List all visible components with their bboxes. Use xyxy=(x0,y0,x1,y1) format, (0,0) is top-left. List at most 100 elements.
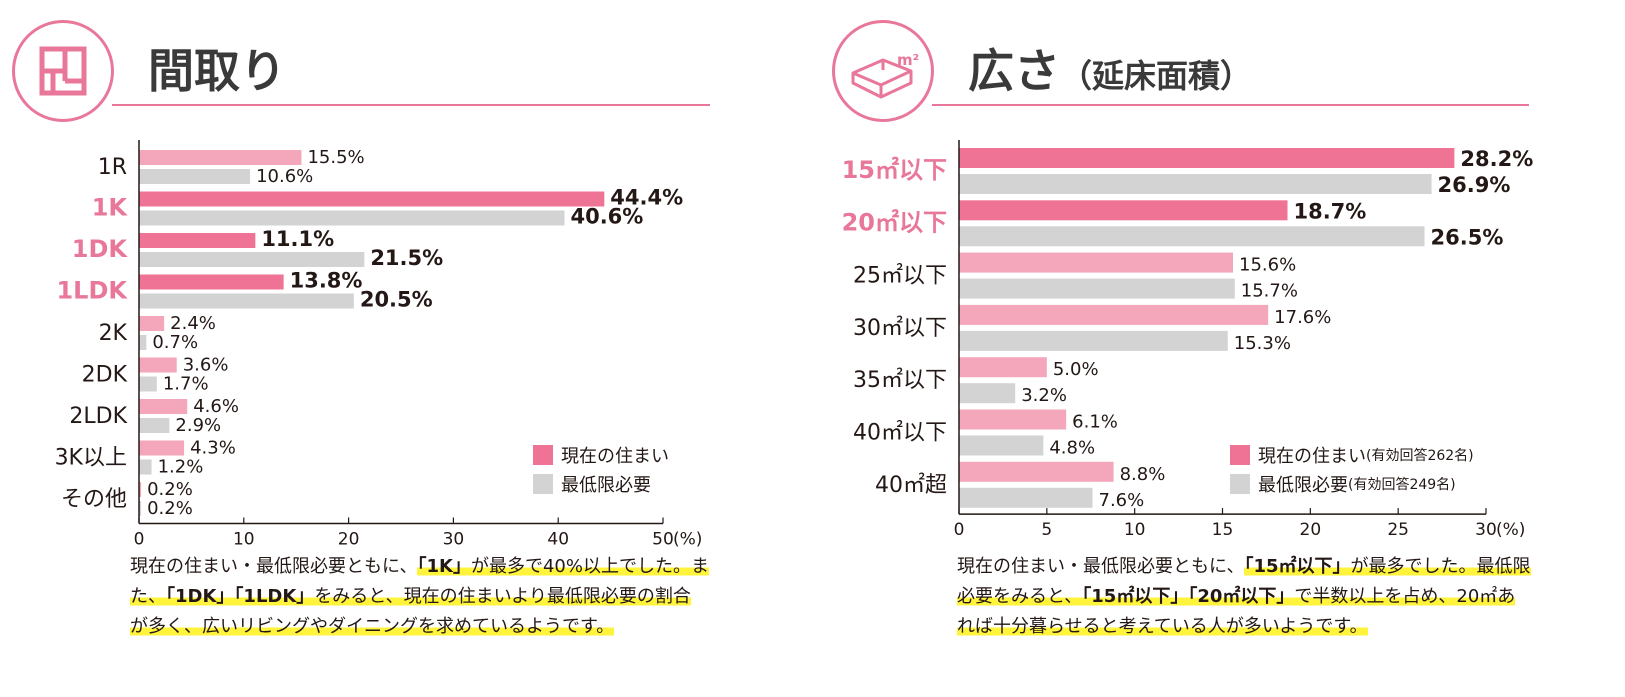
value-label: 18.7% xyxy=(1293,199,1366,223)
caption-segment: れば十分暮らせると考えている人が多いようです。 xyxy=(957,616,1368,637)
value-label: 26.9% xyxy=(1438,173,1511,197)
category-label: 1LDK xyxy=(56,277,128,305)
caption-line: 必要をみると、「15㎡以下」「20㎡以下」で半数以上を占め、20㎡あ xyxy=(957,582,1531,612)
bar-minimum xyxy=(959,435,1044,456)
value-label: 1.2% xyxy=(158,457,204,478)
caption-segment: をみると、現在の住まいより最低限必要の割合 xyxy=(314,586,691,607)
caption-segment: 必要をみると、 xyxy=(957,586,1083,607)
value-label: 1.7% xyxy=(163,374,209,395)
bar-minimum xyxy=(139,418,170,433)
caption-text: 現在の住まい・最低限必要ともに、「1K」が最多で40%以上でした。ま た、「1DK… xyxy=(130,552,709,642)
category-label: 2DK xyxy=(82,363,128,388)
caption-line: 現在の住まい・最低限必要ともに、「15㎡以下」が最多でした。最低限 xyxy=(957,552,1531,582)
caption-emphasis: 「1K」 xyxy=(417,556,471,577)
x-tick-label: 20 xyxy=(1300,520,1322,540)
bar-minimum xyxy=(139,501,142,516)
floor-plan-icon xyxy=(12,20,114,122)
bar-minimum xyxy=(139,293,354,309)
bar-minimum xyxy=(959,226,1425,247)
bar-minimum xyxy=(139,376,157,392)
caption-line: が多く、広いリビングやダイニングを求めているようです。 xyxy=(130,612,709,642)
value-label: 2.4% xyxy=(170,313,216,334)
legend-label-current: 現在の住まい xyxy=(561,445,669,467)
value-label: 15.5% xyxy=(307,147,364,168)
x-tick-label: 50 xyxy=(652,530,674,550)
title-subtitle: （延床面積） xyxy=(1060,57,1253,95)
caption-segment: で半数以上を占め、20㎡あ xyxy=(1294,586,1516,607)
value-label: 15.7% xyxy=(1241,281,1298,302)
bar-current xyxy=(139,191,605,207)
bar-current xyxy=(139,399,188,414)
legend-label-current: 現在の住まい xyxy=(1258,445,1366,467)
title-main: 広さ xyxy=(968,44,1060,98)
bar-current xyxy=(139,316,165,331)
legend-swatch-current xyxy=(533,444,553,465)
legend-note-minimum: (有効回答249名) xyxy=(1348,476,1456,493)
x-tick-label: 10 xyxy=(233,530,255,550)
value-label: 3.2% xyxy=(1021,385,1067,406)
caption-segment: 現在の住まい・最低限必要ともに、 xyxy=(957,556,1245,577)
category-label: 1DK xyxy=(72,235,129,263)
bar-current xyxy=(139,150,302,165)
legend-label-minimum: 最低限必要 xyxy=(1258,474,1348,496)
value-label: 15.6% xyxy=(1239,255,1296,276)
category-label: 30㎡以下 xyxy=(853,315,947,341)
value-label: 7.6% xyxy=(1099,490,1145,511)
layout-panel: 間取り 1R 15.5% 10.6% 1K 44.4% 40.6% 1DK 11.1% 21.5… xyxy=(0,0,760,697)
bar-current xyxy=(959,304,1269,325)
caption-line: 現在の住まい・最低限必要ともに、「1K」が最多で40%以上でした。ま xyxy=(130,552,709,582)
x-tick-label: 30 xyxy=(1475,520,1497,540)
area-unit-label: m² xyxy=(897,51,919,69)
value-label: 0.2% xyxy=(147,479,193,500)
value-label: 4.6% xyxy=(193,396,239,417)
value-label: 21.5% xyxy=(370,246,443,270)
caption-text: 現在の住まい・最低限必要ともに、「15㎡以下」が最多でした。最低限 必要をみると、… xyxy=(957,552,1531,642)
value-label: 6.1% xyxy=(1072,412,1118,433)
category-label: 40㎡超 xyxy=(875,472,947,498)
value-label: 10.6% xyxy=(256,166,313,187)
legend-item-minimum: 最低限必要 (有効回答249名) xyxy=(1230,469,1474,498)
value-label: 40.6% xyxy=(570,205,643,229)
caption-segment: が多く、広いリビングやダイニングを求めているようです。 xyxy=(130,616,615,637)
area-m2-icon: m² xyxy=(832,20,934,122)
bar-minimum xyxy=(959,383,1016,404)
legend-item-minimum: 最低限必要 xyxy=(533,469,669,498)
value-label: 4.8% xyxy=(1049,438,1095,459)
caption-segment: が最多で40%以上でした。ま xyxy=(470,556,709,577)
title-divider xyxy=(932,104,1529,106)
category-label: 15㎡以下 xyxy=(842,156,947,184)
legend-swatch-minimum xyxy=(533,473,553,494)
legend-item-current: 現在の住まい xyxy=(533,440,669,469)
caption-emphasis: 「15㎡以下」 xyxy=(1244,556,1351,577)
bar-minimum xyxy=(959,487,1093,508)
bar-minimum xyxy=(139,335,147,350)
x-tick-label: 0 xyxy=(954,520,965,540)
value-label: 0.7% xyxy=(152,332,198,353)
bar-current xyxy=(959,148,1455,168)
value-label: 13.8% xyxy=(290,269,363,293)
category-label: 2LDK xyxy=(69,404,127,429)
bar-minimum xyxy=(139,169,251,184)
value-label: 11.1% xyxy=(261,227,334,251)
category-label: 35㎡以下 xyxy=(853,367,947,393)
section-title-area: 広さ（延床面積） xyxy=(968,35,1252,101)
value-label: 44.4% xyxy=(610,186,683,210)
caption-segment: が最多でした。最低限 xyxy=(1350,556,1531,577)
x-axis-unit: (%) xyxy=(1496,520,1525,540)
title-divider xyxy=(112,104,710,106)
value-label: 26.5% xyxy=(1431,225,1504,249)
value-label: 2.9% xyxy=(175,415,221,436)
caption-emphasis: 「1DK」「1LDK」 xyxy=(166,586,315,607)
category-label: その他 xyxy=(61,487,127,512)
legend-item-current: 現在の住まい (有効回答262名) xyxy=(1230,440,1474,469)
chart-legend: 現在の住まい (有効回答262名) 最低限必要 (有効回答249名) xyxy=(1230,440,1474,498)
value-label: 8.8% xyxy=(1120,464,1166,485)
bar-minimum xyxy=(139,210,565,226)
value-label: 3.6% xyxy=(183,355,229,376)
legend-swatch-current xyxy=(1230,444,1250,465)
floor-area-panel: m² 広さ（延床面積） 15㎡以下 28.2% 26.9% 20㎡以下 18.7% 26.… xyxy=(832,0,1625,697)
bar-current xyxy=(959,357,1047,378)
x-tick-label: 5 xyxy=(1041,520,1052,540)
x-axis-unit: (%) xyxy=(673,530,702,550)
value-label: 20.5% xyxy=(360,288,433,312)
